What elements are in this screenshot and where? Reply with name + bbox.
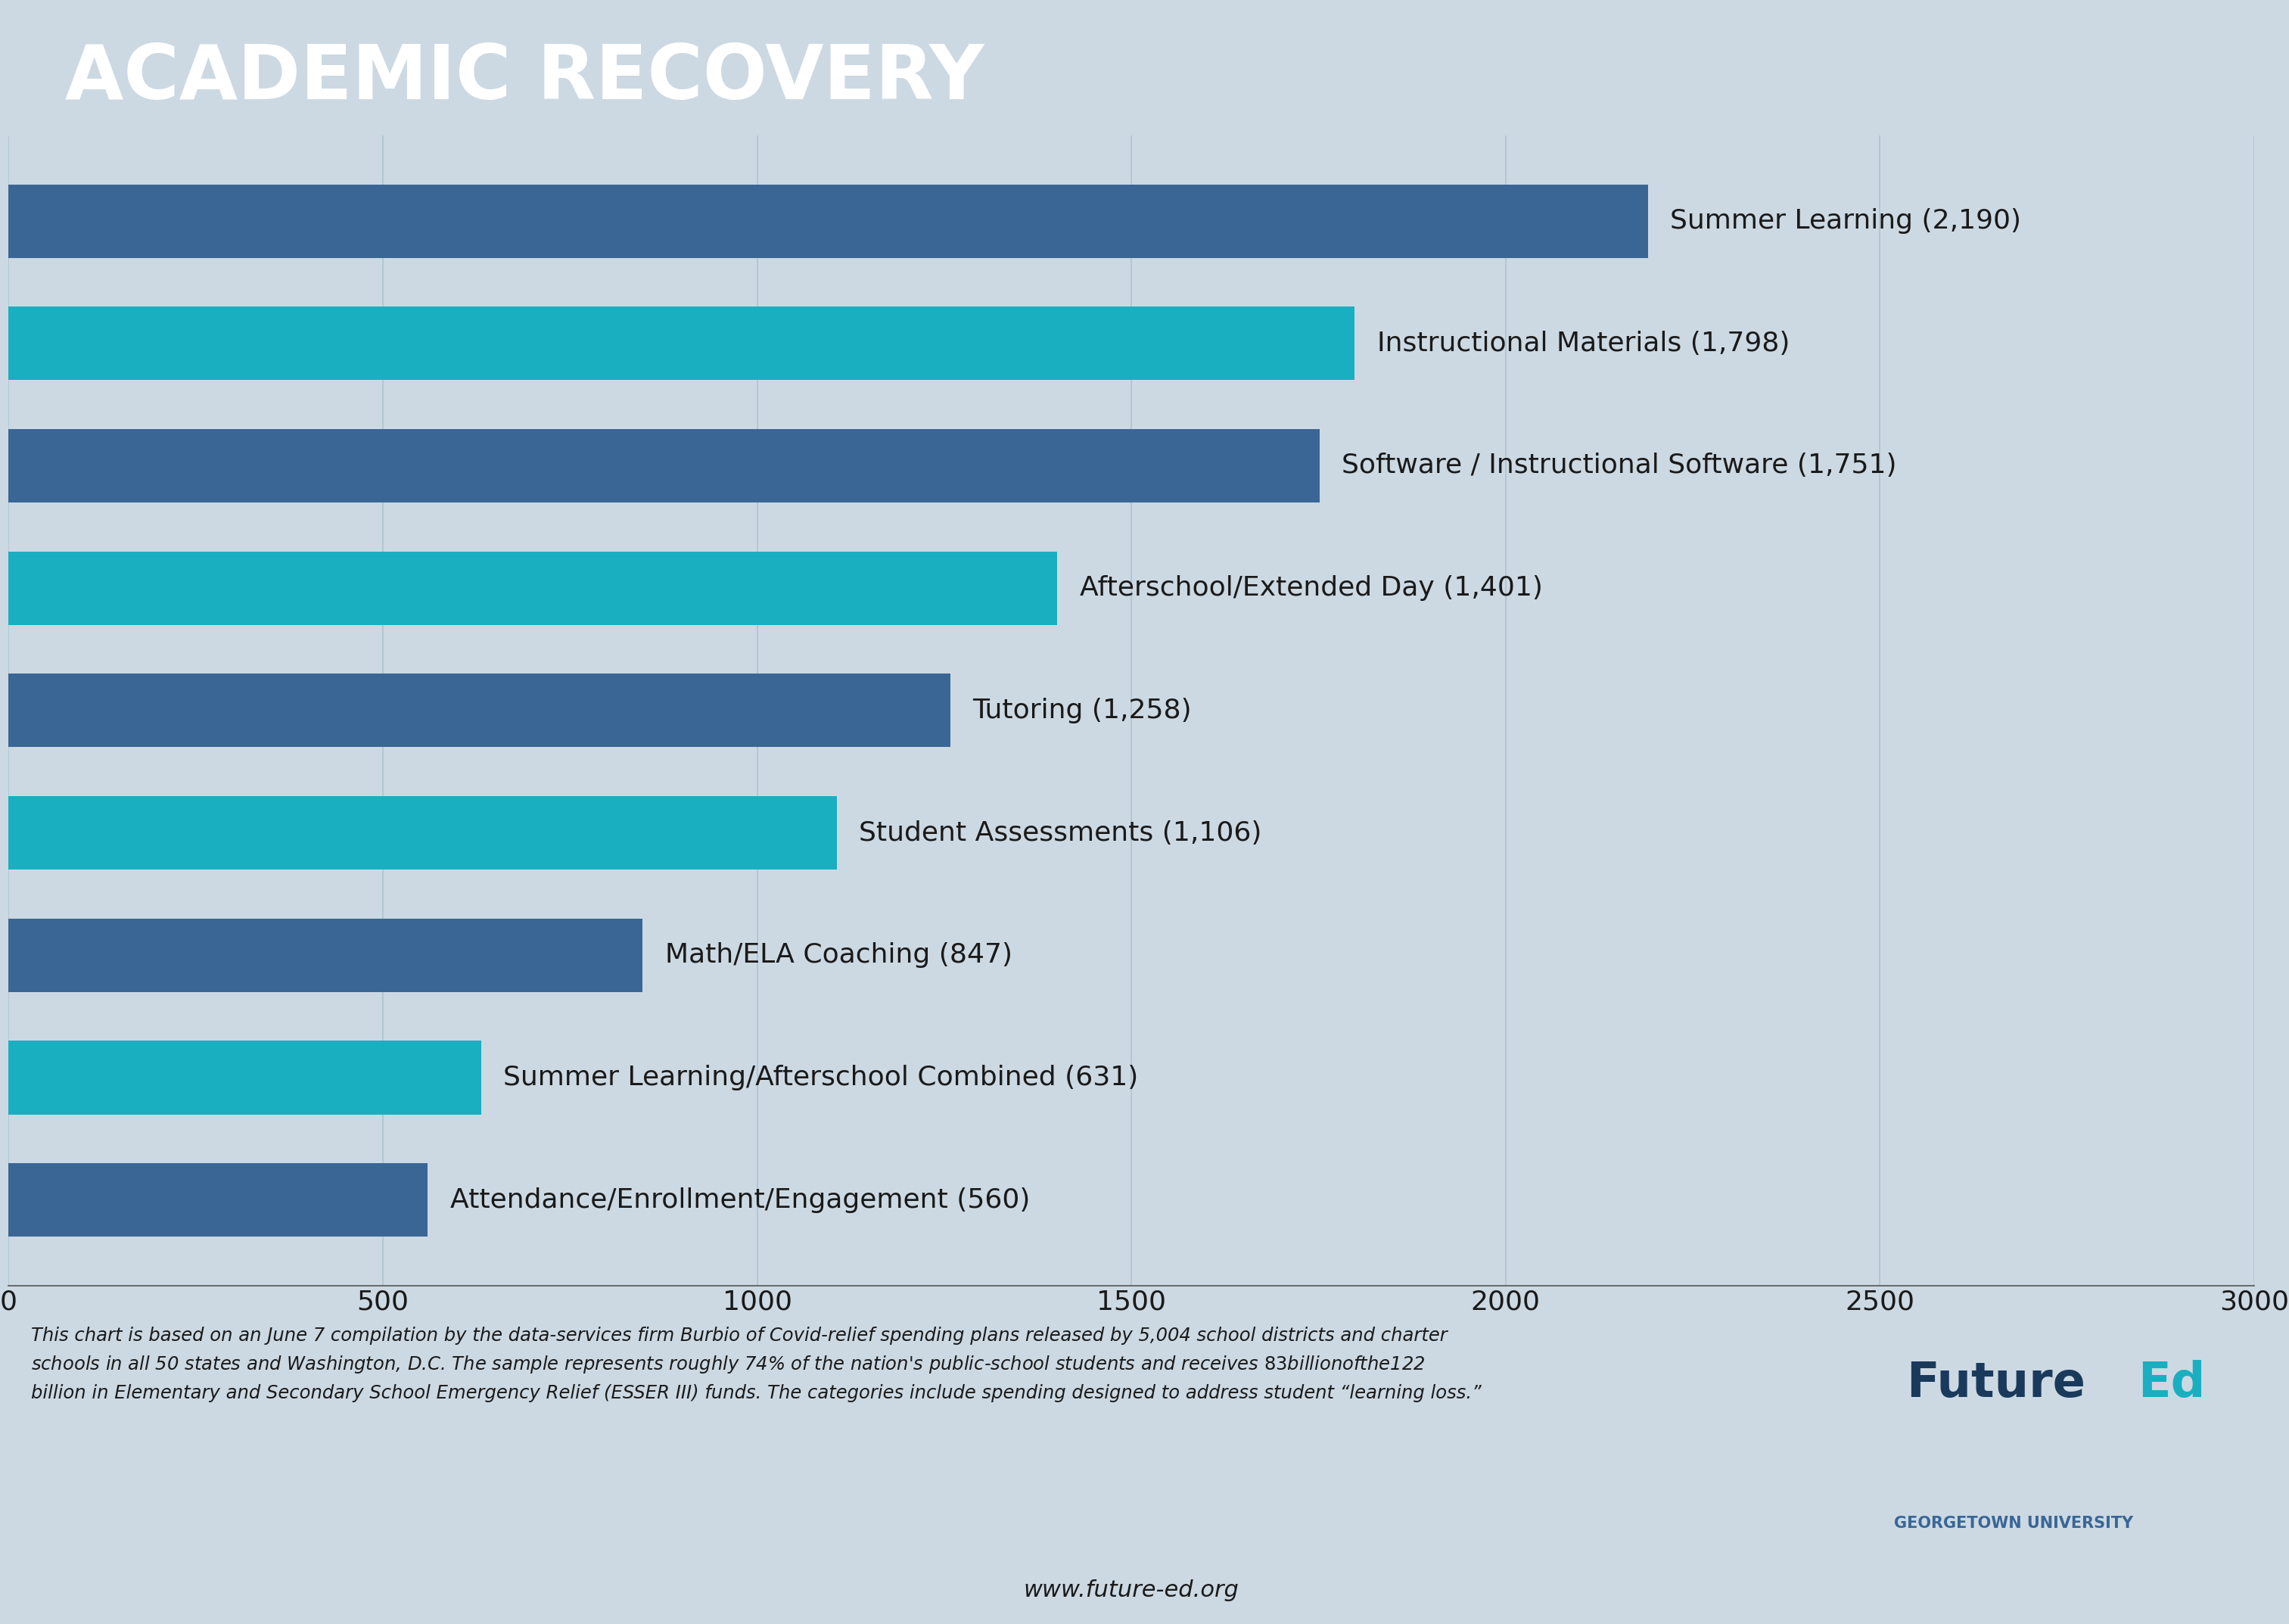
Bar (9, 1041, 481, 1114)
Text: This chart is based on an June 7 compilation by the data-services firm Burbio of: This chart is based on an June 7 compila… (32, 1327, 1481, 1402)
Bar (9, 429, 1318, 502)
Text: ACADEMIC RECOVERY: ACADEMIC RECOVERY (64, 42, 984, 115)
Bar (9, 796, 835, 869)
Text: Instructional Materials (1,798): Instructional Materials (1,798) (1378, 331, 1790, 356)
Text: Student Assessments (1,106): Student Assessments (1,106) (858, 820, 1261, 846)
Bar (9, 674, 950, 747)
Bar (9, 919, 643, 992)
Bar (9, 184, 1648, 258)
Text: Afterschool/Extended Day (1,401): Afterschool/Extended Day (1,401) (1080, 575, 1543, 601)
Text: GEORGETOWN UNIVERSITY: GEORGETOWN UNIVERSITY (1895, 1515, 2133, 1531)
Bar (9, 1163, 428, 1237)
Text: Software / Instructional Software (1,751): Software / Instructional Software (1,751… (1341, 453, 1898, 479)
Text: Math/ELA Coaching (847): Math/ELA Coaching (847) (666, 942, 1012, 968)
Text: Summer Learning (2,190): Summer Learning (2,190) (1671, 208, 2021, 234)
Bar (9, 307, 1355, 380)
Text: Future: Future (1907, 1359, 2085, 1406)
Text: Ed: Ed (2138, 1359, 2204, 1406)
Bar (9, 552, 1058, 625)
Text: Tutoring (1,258): Tutoring (1,258) (973, 698, 1193, 723)
Text: Attendance/Enrollment/Engagement (560): Attendance/Enrollment/Engagement (560) (451, 1187, 1030, 1213)
Text: www.future-ed.org: www.future-ed.org (1023, 1579, 1238, 1601)
Text: Summer Learning/Afterschool Combined (631): Summer Learning/Afterschool Combined (63… (504, 1065, 1138, 1090)
